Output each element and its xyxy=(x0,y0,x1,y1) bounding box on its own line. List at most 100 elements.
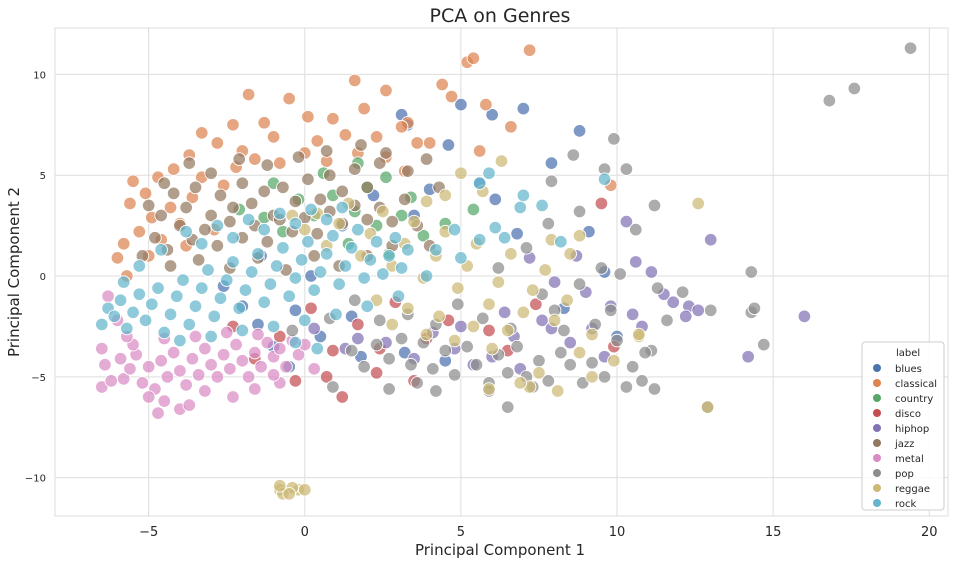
point-rock xyxy=(157,325,172,340)
x-tick-label: 0 xyxy=(301,525,309,540)
point-metal xyxy=(198,384,212,398)
legend-item-blues: blues xyxy=(873,364,922,375)
point-rock xyxy=(332,277,346,291)
point-rock xyxy=(429,243,443,257)
point-hiphop xyxy=(563,335,577,350)
point-reggae xyxy=(273,479,287,493)
point-reggae xyxy=(607,353,621,368)
point-classical xyxy=(522,43,537,57)
point-jazz xyxy=(141,198,156,213)
legend-label-country: country xyxy=(895,394,933,405)
point-reggae xyxy=(516,305,531,320)
point-hiphop xyxy=(666,295,680,309)
point-reggae xyxy=(532,366,546,380)
point-rock xyxy=(319,212,334,227)
point-jazz xyxy=(291,150,306,164)
point-rock xyxy=(369,235,384,249)
point-reggae xyxy=(494,154,509,168)
point-metal xyxy=(101,289,115,303)
point-rock xyxy=(301,235,315,249)
point-pop xyxy=(597,370,612,384)
point-pop xyxy=(500,400,515,414)
point-reggae xyxy=(500,323,515,338)
point-rock xyxy=(126,305,140,320)
point-pop xyxy=(613,267,627,281)
point-blues xyxy=(485,107,499,122)
legend-marker-metal xyxy=(873,454,881,462)
point-classical xyxy=(273,156,287,170)
point-pop xyxy=(638,345,652,360)
point-country xyxy=(379,170,393,184)
point-rock xyxy=(176,273,190,287)
point-reggae xyxy=(438,188,453,203)
point-rock xyxy=(554,235,568,249)
point-metal xyxy=(98,358,112,372)
point-metal xyxy=(307,362,321,376)
point-reggae xyxy=(585,327,599,342)
point-rock xyxy=(298,313,312,328)
point-rock xyxy=(263,277,278,291)
point-pop xyxy=(747,301,762,316)
point-jazz xyxy=(191,253,206,267)
point-jazz xyxy=(198,222,212,237)
point-hiphop xyxy=(351,331,365,346)
point-classical xyxy=(444,89,459,104)
series-rock xyxy=(95,166,612,356)
point-pop xyxy=(572,204,587,219)
point-metal xyxy=(198,341,212,356)
point-rock xyxy=(294,253,309,267)
legend-item-country: country xyxy=(873,394,933,405)
point-classical xyxy=(163,200,178,215)
point-classical xyxy=(326,111,340,126)
point-rock xyxy=(154,243,168,257)
point-disco xyxy=(594,196,609,211)
point-reggae xyxy=(550,384,565,398)
point-jazz xyxy=(419,152,434,166)
point-reggae xyxy=(691,196,705,211)
point-classical xyxy=(369,130,384,144)
point-classical xyxy=(123,196,137,211)
point-classical xyxy=(110,251,125,265)
point-pop xyxy=(404,358,418,372)
point-hiphop xyxy=(625,307,640,322)
point-reggae xyxy=(525,283,540,297)
point-jazz xyxy=(307,249,321,263)
legend: label blues classical country disco hiphop ja… xyxy=(861,341,945,511)
point-metal xyxy=(166,345,181,360)
point-pop xyxy=(544,174,559,189)
y-tick-label: −10 xyxy=(25,474,46,485)
point-metal xyxy=(229,337,243,352)
point-jazz xyxy=(154,208,168,223)
point-rock xyxy=(151,281,165,295)
point-jazz xyxy=(276,180,290,195)
point-blues xyxy=(510,226,524,241)
point-jazz xyxy=(379,146,393,160)
point-pop xyxy=(426,362,440,376)
point-rock xyxy=(201,263,215,277)
point-rock xyxy=(391,289,406,303)
point-rock xyxy=(179,224,193,239)
point-metal xyxy=(95,380,109,394)
point-disco xyxy=(529,297,543,312)
point-classical xyxy=(347,73,362,88)
point-rock xyxy=(226,255,240,269)
point-country xyxy=(394,208,409,223)
point-classical xyxy=(379,83,393,98)
point-rock xyxy=(213,291,228,305)
legend-marker-pop xyxy=(873,469,881,477)
point-rock xyxy=(382,249,396,263)
point-rock xyxy=(472,176,487,191)
point-blues xyxy=(516,101,531,116)
point-pop xyxy=(660,313,674,328)
point-metal xyxy=(251,327,265,342)
point-reggae xyxy=(376,204,390,219)
point-pop xyxy=(447,368,462,382)
point-jazz xyxy=(204,166,218,180)
legend-label-blues: blues xyxy=(895,364,922,375)
legend-label-rock: rock xyxy=(895,499,917,510)
point-metal xyxy=(248,382,262,396)
point-jazz xyxy=(223,214,237,229)
point-reggae xyxy=(491,275,506,289)
y-tick-label: 5 xyxy=(40,171,46,182)
point-blues xyxy=(544,156,559,170)
